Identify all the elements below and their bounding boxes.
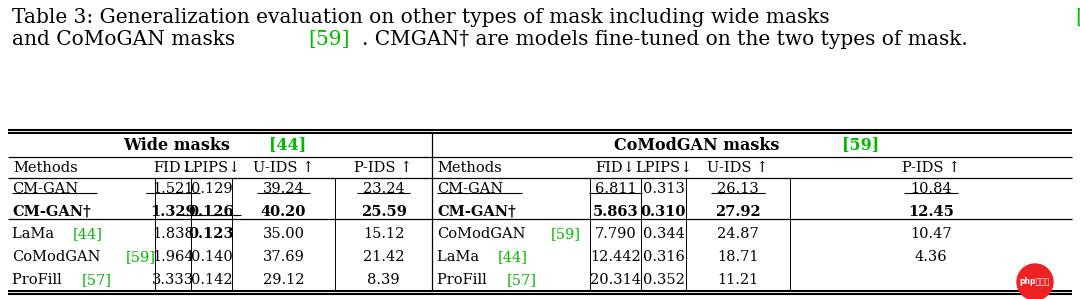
Text: [57]: [57] — [82, 273, 112, 287]
Text: CoModGAN: CoModGAN — [437, 228, 526, 242]
Text: 15.12: 15.12 — [363, 228, 404, 242]
Text: 6.811: 6.811 — [595, 182, 636, 196]
Text: [44]: [44] — [269, 137, 306, 153]
Text: CM-GAN†: CM-GAN† — [437, 205, 516, 219]
Text: 0.310: 0.310 — [640, 205, 686, 219]
Text: U-IDS ↑: U-IDS ↑ — [253, 161, 314, 175]
Text: [59]: [59] — [551, 228, 581, 242]
Text: [59]: [59] — [842, 137, 879, 153]
Text: 18.71: 18.71 — [717, 250, 759, 264]
Text: 1.964: 1.964 — [152, 250, 193, 264]
Text: 23.24: 23.24 — [363, 182, 404, 196]
Text: 11.21: 11.21 — [717, 273, 758, 287]
Text: 0.316: 0.316 — [643, 250, 685, 264]
Text: 1.838: 1.838 — [152, 228, 194, 242]
Text: . CMGAN† are models fine-tuned on the two types of mask.: . CMGAN† are models fine-tuned on the tw… — [362, 30, 968, 49]
Text: [44]: [44] — [1076, 8, 1080, 27]
Text: [57]: [57] — [508, 273, 537, 287]
Text: Table 3: Generalization evaluation on other types of mask including wide masks: Table 3: Generalization evaluation on ot… — [12, 8, 836, 27]
Text: 24.87: 24.87 — [717, 228, 759, 242]
Text: Methods: Methods — [437, 161, 502, 175]
Text: php中文网: php中文网 — [1020, 277, 1050, 286]
Text: 3.333: 3.333 — [152, 273, 194, 287]
Text: CoModGAN masks: CoModGAN masks — [615, 137, 791, 153]
Text: 37.69: 37.69 — [262, 250, 305, 264]
Text: FID↓: FID↓ — [153, 161, 193, 175]
Text: 1.521: 1.521 — [152, 182, 193, 196]
Text: 0.126: 0.126 — [189, 205, 234, 219]
Text: ProFill: ProFill — [12, 273, 66, 287]
Text: FID↓: FID↓ — [595, 161, 635, 175]
Text: CoModGAN: CoModGAN — [12, 250, 100, 264]
Text: Wide masks: Wide masks — [123, 137, 235, 153]
Text: U-IDS ↑: U-IDS ↑ — [707, 161, 769, 175]
Text: 29.12: 29.12 — [262, 273, 305, 287]
Text: 0.344: 0.344 — [643, 228, 685, 242]
Text: 12.45: 12.45 — [908, 205, 954, 219]
Text: 7.790: 7.790 — [595, 228, 636, 242]
Text: [59]: [59] — [126, 250, 157, 264]
Text: CM-GAN: CM-GAN — [12, 182, 78, 196]
Text: 10.84: 10.84 — [910, 182, 951, 196]
Text: LPIPS↓: LPIPS↓ — [183, 161, 240, 175]
Text: CM-GAN†: CM-GAN† — [12, 205, 91, 219]
Text: CM-GAN: CM-GAN — [437, 182, 503, 196]
Text: LPIPS↓: LPIPS↓ — [635, 161, 692, 175]
Text: LaMa: LaMa — [437, 250, 484, 264]
Circle shape — [1017, 264, 1053, 299]
Text: 5.863: 5.863 — [593, 205, 638, 219]
Text: P-IDS ↑: P-IDS ↑ — [354, 161, 413, 175]
Text: LaMa: LaMa — [12, 228, 58, 242]
Text: Methods: Methods — [13, 161, 78, 175]
Text: 0.313: 0.313 — [643, 182, 685, 196]
Text: 12.442: 12.442 — [590, 250, 640, 264]
Text: 25.59: 25.59 — [361, 205, 406, 219]
Text: 0.140: 0.140 — [191, 250, 232, 264]
Text: 10.47: 10.47 — [910, 228, 951, 242]
Text: 26.13: 26.13 — [717, 182, 759, 196]
Text: 35.00: 35.00 — [262, 228, 305, 242]
Text: [44]: [44] — [497, 250, 527, 264]
Text: 0.142: 0.142 — [191, 273, 232, 287]
Text: [44]: [44] — [72, 228, 103, 242]
Text: 0.123: 0.123 — [189, 228, 234, 242]
Text: 0.352: 0.352 — [643, 273, 685, 287]
Text: 1.329: 1.329 — [150, 205, 195, 219]
Text: 21.42: 21.42 — [363, 250, 404, 264]
Text: 40.20: 40.20 — [260, 205, 307, 219]
Text: P-IDS ↑: P-IDS ↑ — [902, 161, 960, 175]
Text: [59]: [59] — [308, 30, 350, 49]
Text: 20.314: 20.314 — [590, 273, 642, 287]
Text: 0.129: 0.129 — [191, 182, 232, 196]
Text: 39.24: 39.24 — [262, 182, 305, 196]
Text: 27.92: 27.92 — [715, 205, 761, 219]
Text: and CoMoGAN masks: and CoMoGAN masks — [12, 30, 242, 49]
Text: ProFill: ProFill — [437, 273, 491, 287]
Text: 8.39: 8.39 — [367, 273, 400, 287]
Text: 4.36: 4.36 — [915, 250, 947, 264]
